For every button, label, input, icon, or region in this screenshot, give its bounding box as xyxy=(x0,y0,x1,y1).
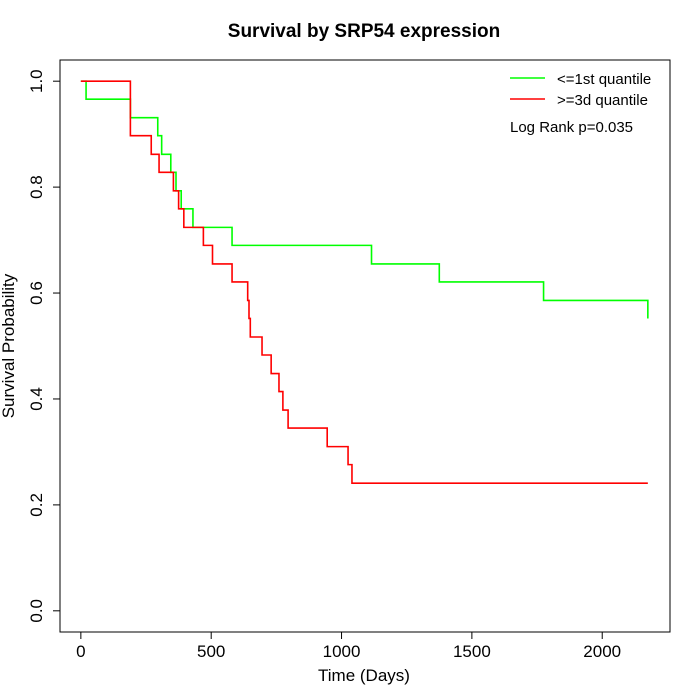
y-tick-label: 0.2 xyxy=(27,493,46,517)
x-tick-label: 2000 xyxy=(583,642,621,661)
x-tick-label: 1000 xyxy=(323,642,361,661)
series-0-step-line xyxy=(80,80,649,319)
legend: <=1st quantile >=3d quantile Log Rank p=… xyxy=(510,71,651,136)
chart-title: Survival by SRP54 expression xyxy=(228,21,500,42)
x-tick-label: 1500 xyxy=(453,642,491,661)
x-axis: 0 500 1000 1500 2000 xyxy=(76,631,621,661)
series-layer xyxy=(80,80,649,484)
y-tick-label: 0.0 xyxy=(27,599,46,623)
y-tick-label: 0.8 xyxy=(27,175,46,199)
y-tick-label: 0.4 xyxy=(27,387,46,411)
y-axis-label: Survival Probability xyxy=(0,273,18,418)
log-rank-annotation: Log Rank p=0.035 xyxy=(510,119,633,136)
legend-label-series-1: >=3d quantile xyxy=(557,92,648,109)
y-tick-label: 0.6 xyxy=(27,281,46,305)
y-tick-label: 1.0 xyxy=(27,69,46,93)
x-tick-label: 0 xyxy=(76,642,85,661)
series-1-step-line xyxy=(80,80,648,484)
legend-label-series-0: <=1st quantile xyxy=(557,71,651,88)
x-tick-label: 500 xyxy=(197,642,225,661)
x-axis-label: Time (Days) xyxy=(318,666,410,685)
y-axis: 0.0 0.2 0.4 0.6 0.8 1.0 xyxy=(27,69,61,623)
